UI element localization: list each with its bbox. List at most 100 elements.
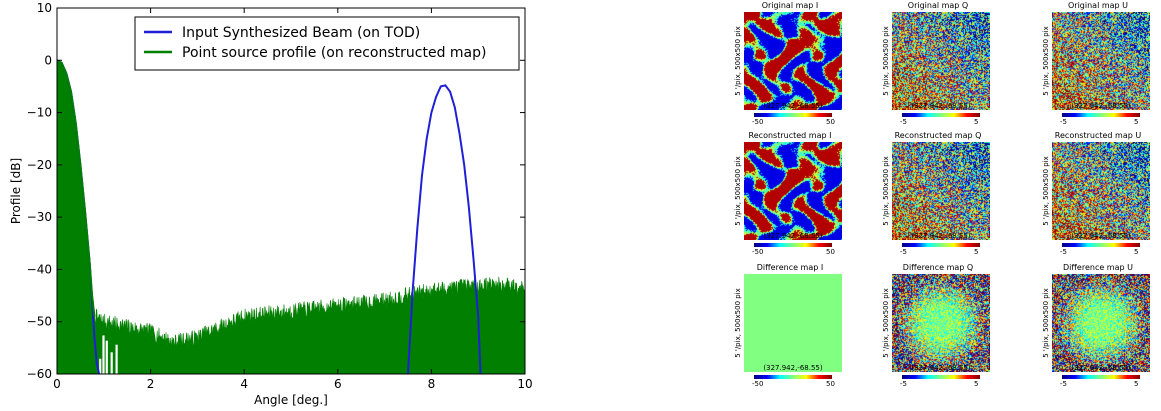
- colorbar-max: 5: [1134, 118, 1139, 126]
- x-tick-label: 0: [53, 377, 61, 391]
- colorbar: [1062, 113, 1140, 117]
- map-image: [892, 142, 990, 240]
- map-ylabel-text: 5 '/pix, 500x500 pix: [882, 26, 890, 96]
- map-ylabel-text: 5 '/pix, 500x500 pix: [734, 156, 742, 226]
- colorbar-min: -5: [1060, 118, 1067, 126]
- map-ylabel-text: 5 '/pix, 500x500 pix: [1042, 26, 1050, 96]
- colorbar-max: 5: [1134, 380, 1139, 388]
- series-synthesized-beam-sidelobe: [407, 84, 482, 375]
- map-image: [744, 12, 842, 110]
- map-ylabel: 5 '/pix, 500x500 pix: [880, 13, 890, 111]
- colorbar-max: 5: [1134, 248, 1139, 256]
- x-axis: 0 2 4 6 8 10: [53, 8, 533, 391]
- map-image: [744, 142, 842, 240]
- series-point-source-gap: [99, 358, 102, 374]
- profile-chart: 0 2 4 6 8 10 10 0 −10 −20 −30 −40 −50 −60 Angle [deg…: [9, 1, 533, 407]
- y-axis-label: Profile [dB]: [9, 158, 23, 224]
- series-point-source-line: [56, 59, 96, 317]
- map-coordinates: (327.942,-68.55): [763, 102, 823, 110]
- colorbar: [902, 113, 980, 117]
- y-tick-label: −30: [27, 210, 52, 224]
- map-panel: Reconstructed map Q 5 '/pix, 500x500 pix (…: [880, 131, 990, 263]
- y-tick-label: −10: [27, 106, 52, 120]
- series-point-source-area: [56, 59, 526, 375]
- colorbar-min: -5: [900, 380, 907, 388]
- map-ylabel-text: 5 '/pix, 500x500 pix: [882, 156, 890, 226]
- map-title: Original map I: [761, 1, 819, 10]
- legend-box: [134, 16, 520, 71]
- colorbar: [754, 113, 832, 117]
- map-title: Reconstructed map I: [748, 131, 832, 140]
- map-image: [744, 274, 842, 372]
- legend-label-point-source: Point source profile (on reconstructed m…: [182, 45, 487, 61]
- series-point-source-fill: [56, 59, 526, 375]
- map-image: [892, 274, 990, 372]
- map-coordinates: (327.942,-68.55): [763, 364, 823, 372]
- map-ylabel: 5 '/pix, 500x500 pix: [1040, 275, 1050, 373]
- colorbar-max: 50: [826, 380, 835, 388]
- series-point-source-gap: [102, 335, 105, 374]
- map-panel: Reconstructed map I 5 '/pix, 500x500 pix (…: [732, 131, 842, 263]
- map-coordinates: (327.942,-68.55): [911, 102, 971, 110]
- map-ylabel: 5 '/pix, 500x500 pix: [1040, 143, 1050, 241]
- colorbar-max: 5: [974, 118, 979, 126]
- colorbar: [754, 243, 832, 247]
- legend: Input Synthesized Beam (on TOD) Point so…: [134, 16, 520, 71]
- map-ylabel: 5 '/pix, 500x500 pix: [732, 143, 742, 241]
- colorbar: [902, 375, 980, 379]
- y-tick-label: −60: [27, 367, 52, 381]
- x-tick-label: 8: [428, 377, 436, 391]
- map-panel: Difference map Q 5 '/pix, 500x500 pix (327…: [880, 263, 990, 395]
- map-panel: Difference map I 5 '/pix, 500x500 pix (327…: [732, 264, 842, 395]
- x-tick-label: 2: [147, 377, 155, 391]
- y-tick-label: 0: [44, 53, 52, 67]
- map-ylabel-text: 5 '/pix, 500x500 pix: [882, 288, 890, 358]
- map-coordinates: (327.942,-68.55): [763, 232, 823, 240]
- y-tick-label: −50: [27, 315, 52, 329]
- map-title: Difference map U: [1063, 263, 1133, 272]
- map-ylabel: 5 '/pix, 500x500 pix: [732, 13, 742, 111]
- map-title: Reconstructed map Q: [894, 131, 982, 140]
- map-title: Original map Q: [907, 1, 969, 10]
- map-coordinates: (327.942,-68.55): [1071, 232, 1131, 240]
- map-ylabel-text: 5 '/pix, 500x500 pix: [734, 26, 742, 96]
- map-image: [1052, 12, 1150, 110]
- colorbar: [902, 243, 980, 247]
- x-tick-label: 6: [334, 377, 342, 391]
- colorbar-min: -5: [900, 118, 907, 126]
- map-ylabel-text: 5 '/pix, 500x500 pix: [1042, 288, 1050, 358]
- map-ylabel: 5 '/pix, 500x500 pix: [1040, 13, 1050, 111]
- map-title: Difference map Q: [902, 263, 974, 272]
- colorbar-min: -5: [1060, 248, 1067, 256]
- colorbar-max: 5: [974, 248, 979, 256]
- map-ylabel-text: 5 '/pix, 500x500 pix: [734, 288, 742, 358]
- map-title: Original map U: [1067, 1, 1129, 10]
- series-point-source-gap: [115, 344, 118, 374]
- map-ylabel: 5 '/pix, 500x500 pix: [880, 275, 890, 373]
- map-coordinates: (327.942,-68.55): [1071, 364, 1131, 372]
- map-panel: Reconstructed map U 5 '/pix, 500x500 pix (…: [1040, 131, 1150, 263]
- map-coordinates: (327.942,-68.55): [1071, 102, 1131, 110]
- colorbar-min: -5: [900, 248, 907, 256]
- y-tick-label: −40: [27, 262, 52, 276]
- map-coordinates: (327.942,-68.55): [911, 364, 971, 372]
- colorbar-min: -50: [752, 118, 764, 126]
- map-ylabel: 5 '/pix, 500x500 pix: [880, 143, 890, 241]
- colorbar-min: -50: [752, 380, 764, 388]
- map-title: Reconstructed map U: [1054, 131, 1142, 140]
- x-axis-label: Angle [deg.]: [254, 393, 328, 407]
- legend-label-synthesized-beam: Input Synthesized Beam (on TOD): [182, 25, 420, 41]
- colorbar-min: -50: [752, 248, 764, 256]
- plot-frame: [56, 7, 526, 375]
- colorbar: [754, 375, 832, 379]
- map-image: [1052, 274, 1150, 372]
- colorbar-max: 5: [974, 380, 979, 388]
- series-point-source-group: [56, 59, 96, 317]
- y-axis: 10 0 −10 −20 −30 −40 −50 −60: [27, 1, 525, 381]
- colorbar: [1062, 243, 1140, 247]
- y-tick-label: −20: [27, 158, 52, 172]
- colorbar-max: 50: [826, 118, 835, 126]
- map-grid: Original map I 5 '/pix, 500x500 pix (327.9…: [730, 0, 1161, 411]
- map-image: [1052, 142, 1150, 240]
- series-point-source-gap: [110, 352, 113, 374]
